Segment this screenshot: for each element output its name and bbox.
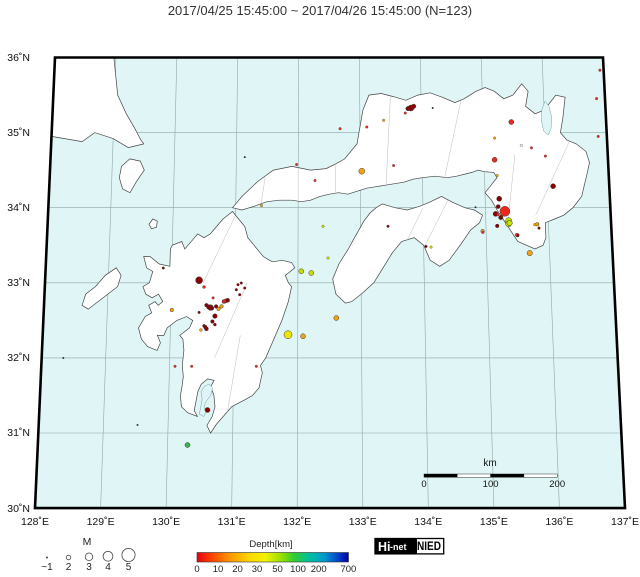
- svg-text:137˚E: 137˚E: [611, 516, 639, 528]
- svg-text:100: 100: [290, 564, 306, 575]
- svg-text:30: 30: [252, 564, 263, 575]
- svg-text:200: 200: [311, 564, 327, 575]
- svg-text:33˚N: 33˚N: [7, 277, 30, 289]
- svg-text:0: 0: [421, 479, 426, 490]
- svg-text:128˚E: 128˚E: [21, 516, 49, 528]
- svg-text:700: 700: [340, 564, 356, 575]
- svg-text:0: 0: [194, 564, 199, 575]
- svg-text:200: 200: [549, 479, 565, 490]
- svg-text:129˚E: 129˚E: [87, 516, 115, 528]
- svg-text:~1: ~1: [41, 562, 53, 573]
- svg-text:32˚N: 32˚N: [7, 352, 30, 364]
- svg-text:131˚E: 131˚E: [218, 516, 246, 528]
- svg-text:10: 10: [213, 564, 224, 575]
- svg-text:36˚N: 36˚N: [7, 52, 30, 64]
- svg-text:4: 4: [105, 562, 111, 573]
- svg-text:M: M: [83, 536, 92, 548]
- svg-text:135˚E: 135˚E: [480, 516, 508, 528]
- svg-text:35˚N: 35˚N: [7, 127, 30, 139]
- svg-text:20: 20: [232, 564, 243, 575]
- svg-text:134˚E: 134˚E: [414, 516, 442, 528]
- svg-text:2: 2: [66, 562, 72, 573]
- svg-text:130˚E: 130˚E: [152, 516, 180, 528]
- svg-text:Hi: Hi: [378, 540, 391, 554]
- svg-text:34˚N: 34˚N: [7, 202, 30, 214]
- svg-text:Depth[km]: Depth[km]: [249, 539, 292, 550]
- svg-text:100: 100: [483, 479, 499, 490]
- svg-text:132˚E: 132˚E: [283, 516, 311, 528]
- svg-text:31˚N: 31˚N: [7, 427, 30, 439]
- svg-text:5: 5: [126, 562, 132, 573]
- svg-text:50: 50: [272, 564, 283, 575]
- svg-text:30˚N: 30˚N: [7, 503, 30, 515]
- svg-text:3: 3: [86, 562, 92, 573]
- svg-text:136˚E: 136˚E: [545, 516, 573, 528]
- svg-text:NIED: NIED: [417, 541, 441, 553]
- svg-text:km: km: [483, 458, 496, 469]
- svg-text:-net: -net: [390, 542, 407, 552]
- svg-text:133˚E: 133˚E: [349, 516, 377, 528]
